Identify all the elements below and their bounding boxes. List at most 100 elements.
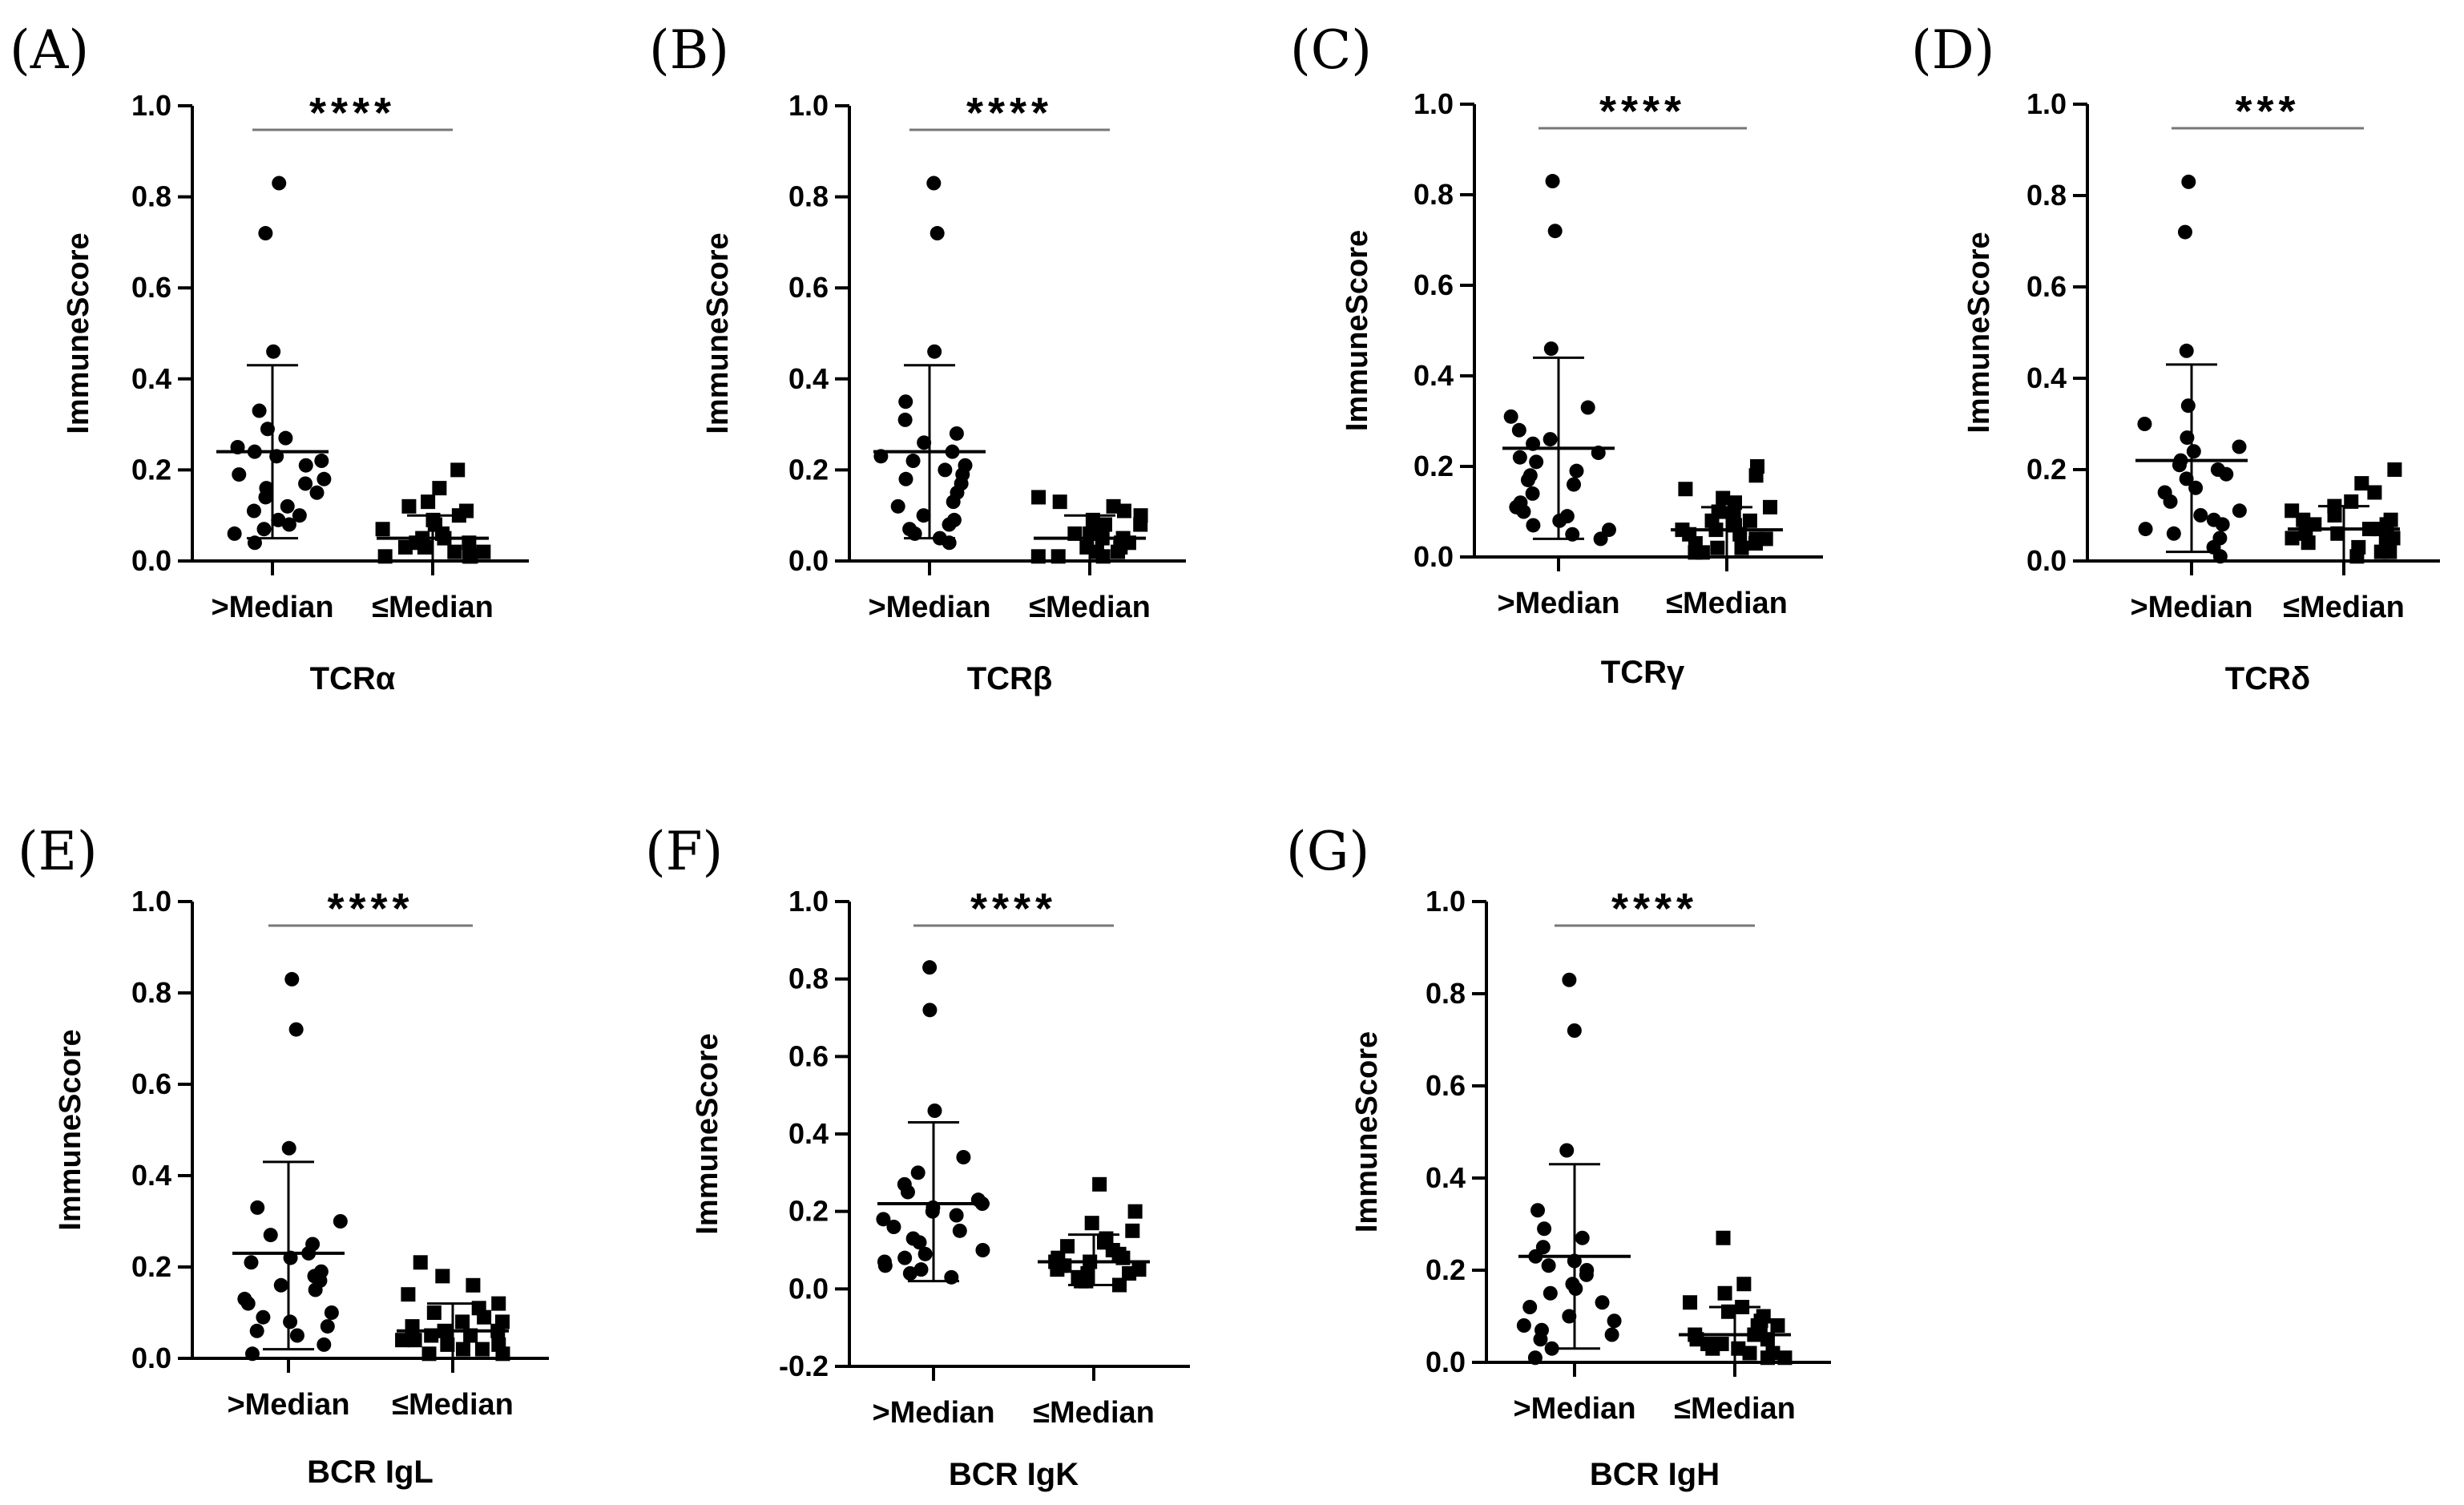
data-point — [1742, 1346, 1757, 1361]
y-tick-label: 0.2 — [2026, 453, 2067, 486]
data-point — [324, 1305, 339, 1320]
data-point — [2179, 471, 2194, 486]
data-point — [401, 1287, 416, 1302]
data-point — [1092, 1176, 1107, 1192]
data-point — [897, 1250, 913, 1265]
data-point — [2138, 522, 2153, 537]
y-tick-label: 0.2 — [131, 453, 171, 486]
data-point — [1595, 1295, 1610, 1310]
data-point — [1511, 422, 1526, 438]
data-point — [1516, 504, 1531, 519]
data-point — [930, 226, 945, 241]
series-above-median — [1516, 972, 1631, 1366]
x-axis-label: TCRβ — [967, 661, 1053, 696]
data-point — [1607, 1313, 1622, 1329]
data-point — [2367, 485, 2382, 500]
data-point — [407, 1333, 422, 1348]
data-point — [266, 344, 281, 359]
data-point — [1734, 540, 1749, 555]
data-point — [1052, 494, 1067, 510]
data-point — [1683, 1295, 1698, 1310]
y-tick-label: 0.8 — [1426, 977, 1466, 1010]
data-point — [1111, 544, 1126, 559]
x-axis-label: TCRγ — [1601, 655, 1685, 690]
data-point — [455, 1314, 470, 1329]
data-point — [975, 1243, 990, 1257]
data-point — [946, 494, 961, 510]
data-point — [474, 1342, 490, 1357]
data-point — [2181, 174, 2196, 189]
data-point — [2232, 439, 2247, 454]
y-tick-label: 0.4 — [1426, 1161, 1466, 1194]
y-tick-label: 0.0 — [1426, 1346, 1466, 1378]
data-point — [1567, 1023, 1582, 1038]
data-point — [421, 494, 436, 510]
data-point — [1516, 1318, 1531, 1333]
data-point — [397, 539, 413, 555]
data-point — [320, 1319, 335, 1334]
y-axis-label: ImmuneScore — [62, 232, 95, 434]
data-point — [2193, 508, 2208, 523]
data-point — [2285, 503, 2300, 518]
y-tick-label: 0.0 — [788, 1272, 829, 1305]
data-point — [278, 430, 293, 446]
series-below-median — [1030, 490, 1148, 564]
data-point — [2296, 512, 2311, 527]
data-point — [281, 1140, 296, 1156]
y-tick-label: 1.0 — [2026, 87, 2067, 120]
y-tick-label: 0.6 — [788, 1039, 829, 1072]
x-axis-label: TCRδ — [2225, 661, 2310, 696]
data-point — [917, 1246, 933, 1261]
data-point — [1112, 1277, 1127, 1293]
category-label: >Median — [1513, 1392, 1635, 1426]
data-point — [938, 462, 953, 478]
y-tick-label: 0.4 — [131, 362, 171, 395]
data-point — [2163, 494, 2178, 509]
data-point — [927, 344, 942, 359]
y-tick-label: 1.0 — [788, 89, 829, 122]
data-point — [917, 435, 932, 450]
data-point — [876, 1212, 891, 1227]
series-above-median — [216, 176, 332, 551]
data-point — [1604, 1327, 1619, 1342]
category-label: >Median — [227, 1388, 349, 1422]
data-point — [898, 394, 913, 410]
data-point — [1580, 400, 1595, 415]
data-point — [2166, 526, 2181, 541]
data-point — [1748, 536, 1763, 551]
series-below-median — [1671, 459, 1783, 560]
series-above-median — [1502, 174, 1616, 547]
data-point — [898, 471, 913, 486]
data-point — [244, 1346, 260, 1362]
panel-letter: (G) — [1286, 821, 1369, 882]
data-point — [1525, 486, 1540, 501]
y-tick-label: 0.2 — [788, 1195, 829, 1228]
significance-label: **** — [1611, 885, 1698, 933]
series-above-median — [876, 960, 990, 1285]
significance-label: *** — [2235, 87, 2300, 135]
data-point — [1716, 1230, 1731, 1245]
data-point — [1760, 1350, 1775, 1366]
data-point — [1122, 1266, 1137, 1281]
data-point — [910, 1165, 926, 1180]
data-point — [491, 1296, 506, 1311]
data-point — [1770, 1318, 1785, 1333]
series-below-median — [2285, 462, 2402, 564]
data-point — [451, 508, 466, 523]
y-tick-label: 0.4 — [788, 1117, 829, 1150]
data-point — [252, 403, 267, 418]
data-point — [927, 1104, 942, 1118]
panel-letter: (A) — [10, 19, 89, 81]
data-point — [1512, 450, 1527, 465]
data-point — [317, 1337, 332, 1352]
data-point — [1133, 517, 1148, 532]
data-point — [435, 1269, 450, 1284]
y-tick-label: 0.6 — [131, 1067, 171, 1100]
data-point — [284, 971, 300, 987]
data-point — [1567, 477, 1582, 492]
data-point — [2215, 517, 2230, 532]
data-point — [317, 471, 332, 486]
data-point — [1125, 1223, 1140, 1238]
data-point — [309, 485, 325, 500]
y-axis-label: ImmuneScore — [1350, 1031, 1384, 1233]
